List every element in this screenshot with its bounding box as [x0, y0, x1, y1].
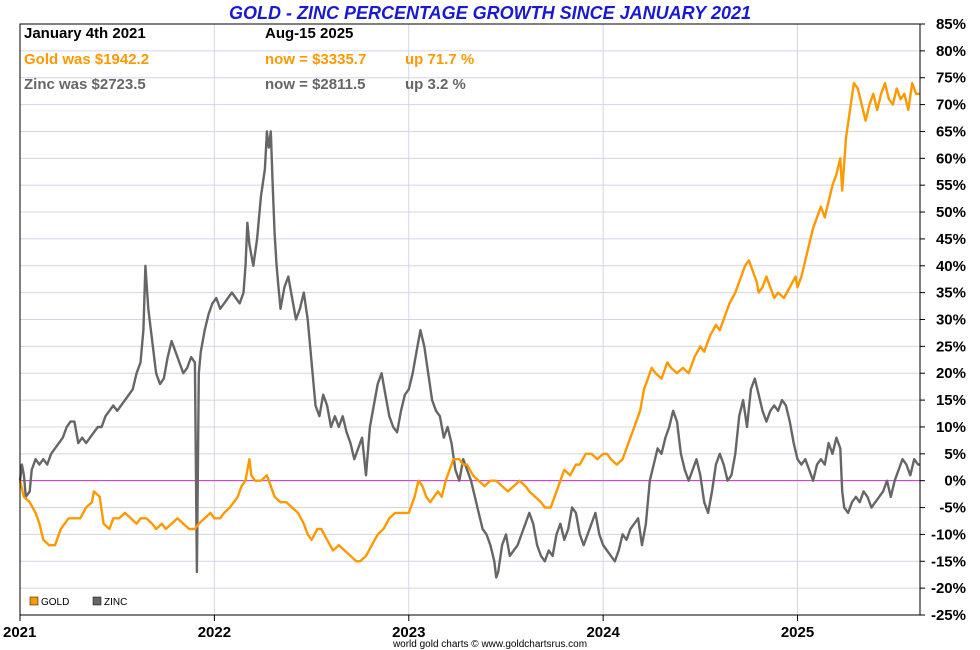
- end-date-label: Aug-15 2025: [265, 25, 353, 42]
- gold-current-price: now = $3335.7: [265, 51, 366, 68]
- y-tick-label: 65%: [936, 123, 966, 140]
- y-tick-label: 60%: [936, 150, 966, 167]
- series-layer: [18, 81, 920, 579]
- y-tick-label: 80%: [936, 43, 966, 60]
- y-tick-label: 25%: [936, 338, 966, 355]
- x-tick-label: 2021: [3, 624, 36, 641]
- y-tick-label: -15%: [931, 553, 966, 570]
- y-tick-label: -20%: [931, 580, 966, 597]
- y-tick-label: 70%: [936, 97, 966, 114]
- x-axis: 2021 2022 2023 2024 2025: [3, 615, 814, 641]
- x-tick-label: 2023: [392, 624, 425, 641]
- y-tick-label: 20%: [936, 365, 966, 382]
- y-tick-label: 40%: [936, 258, 966, 275]
- series-line-gold: [18, 81, 920, 563]
- legend-swatch-gold: [29, 596, 39, 606]
- legend-swatch-zinc: [92, 596, 102, 606]
- y-tick-label: 10%: [936, 419, 966, 436]
- y-tick-label: 55%: [936, 177, 966, 194]
- legend-label-gold: GOLD: [41, 597, 69, 608]
- y-tick-label: 45%: [936, 231, 966, 248]
- y-tick-label: 85%: [936, 16, 966, 33]
- y-tick-label: 75%: [936, 70, 966, 87]
- source-credit: world gold charts © www.goldchartsrus.co…: [392, 639, 587, 650]
- y-tick-label: 5%: [944, 446, 966, 463]
- x-tick-label: 2024: [586, 624, 620, 641]
- legend: GOLD ZINC: [29, 596, 127, 608]
- y-tick-label: 50%: [936, 204, 966, 221]
- y-tick-label: -25%: [931, 607, 966, 624]
- y-tick-label: -10%: [931, 526, 966, 543]
- series-line-zinc: [18, 130, 920, 579]
- y-tick-label: 15%: [936, 392, 966, 409]
- y-tick-label: -5%: [939, 500, 966, 517]
- gold-change: up 71.7 %: [405, 51, 474, 68]
- zinc-current-price: now = $2811.5: [265, 76, 365, 93]
- zinc-start-price: Zinc was $2723.5: [24, 76, 146, 93]
- y-tick-label: 0%: [944, 473, 966, 490]
- chart-title: GOLD - ZINC PERCENTAGE GROWTH SINCE JANU…: [229, 3, 751, 23]
- gold-start-price: Gold was $1942.2: [24, 51, 149, 68]
- y-tick-label: 35%: [936, 285, 966, 302]
- y-axis: -25% -20% -15% -10% -5% 0% 5% 10% 15% 20% 25% 30% 35…: [920, 16, 966, 624]
- x-tick-label: 2025: [781, 624, 814, 641]
- zinc-change: up 3.2 %: [405, 76, 466, 93]
- start-date-label: January 4th 2021: [24, 25, 146, 42]
- legend-label-zinc: ZINC: [104, 597, 127, 608]
- x-tick-label: 2022: [198, 624, 231, 641]
- y-tick-label: 30%: [936, 312, 966, 329]
